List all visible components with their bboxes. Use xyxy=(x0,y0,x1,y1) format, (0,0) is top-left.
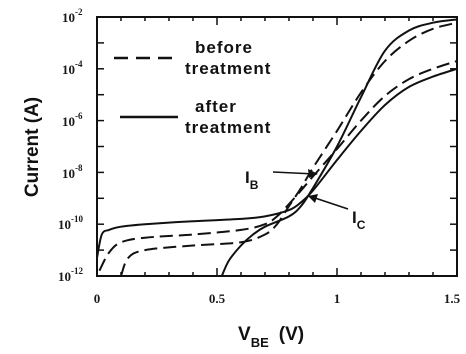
y-tick-label-1e-10: 10-10 xyxy=(58,214,83,232)
series-solid-ib xyxy=(96,67,458,259)
annotation-ib-label: IB xyxy=(245,168,259,192)
y-axis-title: Current (A) xyxy=(22,97,43,197)
annotation-ic-arrow xyxy=(311,196,349,210)
x-axis-title: VBE (V) xyxy=(238,324,304,350)
y-tick-label-1e-12: 10-12 xyxy=(58,266,83,284)
x-tick-label-1.5: 1.5 xyxy=(444,291,461,306)
x-tick-label-1: 1 xyxy=(334,291,341,306)
legend-label-dashed-line2: treatment xyxy=(185,59,271,78)
x-tick-label-0: 0 xyxy=(94,291,101,306)
annotation-ib-arrowhead xyxy=(308,169,318,178)
series-dashed-ic xyxy=(120,21,458,277)
y-tick-label-1e-2: 10-2 xyxy=(62,7,83,25)
annotations: IB IC xyxy=(245,168,366,232)
legend-label-solid-line1: after xyxy=(195,97,237,116)
y-tick-label-1e-8: 10-8 xyxy=(62,163,83,181)
y-tick-label-1e-6: 10-6 xyxy=(62,111,83,129)
y-tick-labels: 10-2 10-4 10-6 10-8 10-10 10-12 xyxy=(58,7,83,284)
series-solid-ic xyxy=(220,18,458,277)
legend-label-dashed-line1: before xyxy=(195,38,253,57)
series-dashed-ib xyxy=(98,60,458,272)
series-group xyxy=(96,18,458,277)
axis-ticks xyxy=(96,16,458,277)
legend: before treatment after treatment xyxy=(114,38,271,137)
annotation-ic-arrowhead xyxy=(308,194,318,203)
plot-frame xyxy=(96,16,458,277)
y-tick-label-1e-4: 10-4 xyxy=(62,59,83,77)
legend-label-solid-line2: treatment xyxy=(185,118,271,137)
annotation-ib-arrow xyxy=(272,171,316,175)
annotation-ic-label: IC xyxy=(352,208,366,232)
x-tick-labels: 0 0.5 1 1.5 xyxy=(94,291,461,306)
x-tick-label-0.5: 0.5 xyxy=(209,291,226,306)
